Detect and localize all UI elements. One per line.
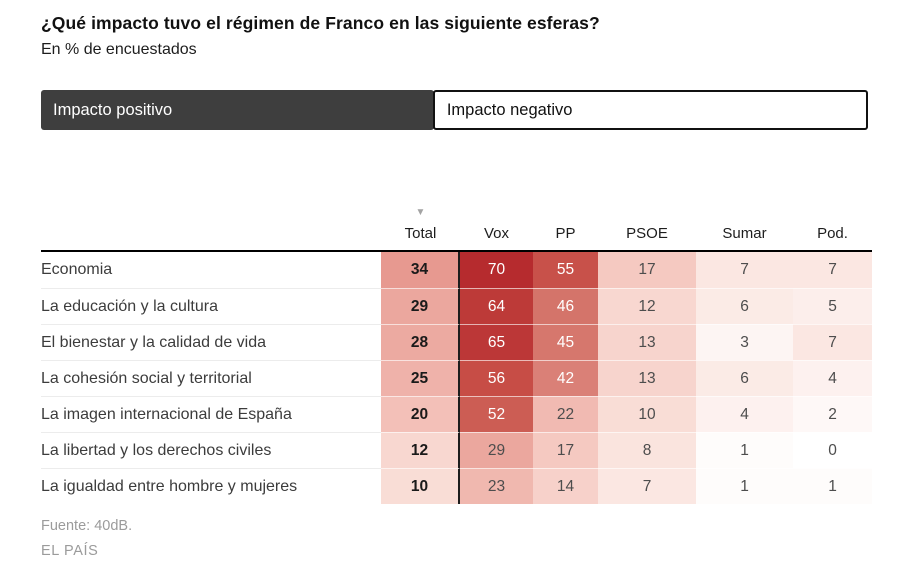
row-label: La imagen internacional de España xyxy=(41,396,381,432)
column-header-empty xyxy=(41,242,381,250)
heatmap-table: ▼Total▼Vox▼PP▼PSOE▼Sumar▼Pod. Economia34… xyxy=(41,200,872,504)
column-header-sumar[interactable]: ▼Sumar xyxy=(696,208,793,250)
value-cell-pp: 45 xyxy=(533,324,598,360)
value-cell-pp: 46 xyxy=(533,288,598,324)
tab-bar: Impacto positivo Impacto negativo xyxy=(41,90,868,130)
table-header-row: ▼ Total ▼Vox▼PP▼PSOE▼Sumar▼Pod. xyxy=(41,200,872,250)
value-cell-sumar: 1 xyxy=(696,468,793,504)
value-cell-sumar: 1 xyxy=(696,432,793,468)
value-cell-vox: 70 xyxy=(460,252,533,288)
value-cell-vox: 65 xyxy=(460,324,533,360)
column-header-label: Pod. xyxy=(817,225,848,242)
value-cell-pp: 17 xyxy=(533,432,598,468)
table-row: La cohesión social y territorial 25 56 42 13… xyxy=(41,360,872,396)
value-cell-vox: 52 xyxy=(460,396,533,432)
value-cell-total: 34 xyxy=(381,252,460,288)
table-row: El bienestar y la calidad de vida 28 65 45 1… xyxy=(41,324,872,360)
value-cell-sumar: 4 xyxy=(696,396,793,432)
row-label: El bienestar y la calidad de vida xyxy=(41,324,381,360)
row-label: La libertad y los derechos civiles xyxy=(41,432,381,468)
row-label: La igualdad entre hombre y mujeres xyxy=(41,468,381,504)
tab-impacto-positivo[interactable]: Impacto positivo xyxy=(41,90,434,130)
column-header-label: Sumar xyxy=(722,225,767,242)
value-cell-pp: 42 xyxy=(533,360,598,396)
column-header-label: Vox xyxy=(483,225,510,242)
chart-footer: Fuente: 40dB. EL PAÍS xyxy=(41,517,914,560)
page-title: ¿Qué impacto tuvo el régimen de Franco e… xyxy=(41,13,600,33)
column-header-vox[interactable]: ▼Vox xyxy=(460,208,533,250)
value-cell-pp: 22 xyxy=(533,396,598,432)
row-label: La educación y la cultura xyxy=(41,288,381,324)
value-cell-psoe: 7 xyxy=(598,468,696,504)
value-cell-pp: 14 xyxy=(533,468,598,504)
publisher-credit: EL PAÍS xyxy=(41,543,99,559)
table-body: Economia 34 70 55 17 7 7 La educación y la cult… xyxy=(41,250,872,504)
row-label: Economia xyxy=(41,252,381,288)
value-cell-psoe: 8 xyxy=(598,432,696,468)
table-row: La libertad y los derechos civiles 12 29 17… xyxy=(41,432,872,468)
table-row: La igualdad entre hombre y mujeres 10 23 14… xyxy=(41,468,872,504)
value-cell-sumar: 7 xyxy=(696,252,793,288)
column-header-pod[interactable]: ▼Pod. xyxy=(793,208,872,250)
column-header-label: PP xyxy=(555,225,576,242)
value-cell-psoe: 17 xyxy=(598,252,696,288)
value-cell-total: 25 xyxy=(381,360,460,396)
page-subtitle: En % de encuestados xyxy=(41,41,197,58)
value-cell-sumar: 3 xyxy=(696,324,793,360)
value-cell-pod: 7 xyxy=(793,324,872,360)
value-cell-vox: 23 xyxy=(460,468,533,504)
column-header-pp[interactable]: ▼PP xyxy=(533,208,598,250)
table-row: La educación y la cultura 29 64 46 12 6 5 xyxy=(41,288,872,324)
value-cell-total: 12 xyxy=(381,432,460,468)
value-cell-total: 29 xyxy=(381,288,460,324)
value-cell-psoe: 13 xyxy=(598,324,696,360)
value-cell-vox: 29 xyxy=(460,432,533,468)
chart-header: ¿Qué impacto tuvo el régimen de Franco e… xyxy=(41,12,914,61)
value-cell-total: 20 xyxy=(381,396,460,432)
table-row: La imagen internacional de España 20 52 22 1… xyxy=(41,396,872,432)
value-cell-pod: 7 xyxy=(793,252,872,288)
value-cell-pod: 0 xyxy=(793,432,872,468)
value-cell-sumar: 6 xyxy=(696,360,793,396)
value-cell-pp: 55 xyxy=(533,252,598,288)
value-cell-sumar: 6 xyxy=(696,288,793,324)
value-cell-pod: 1 xyxy=(793,468,872,504)
source-note: Fuente: 40dB. xyxy=(41,518,133,534)
value-cell-pod: 4 xyxy=(793,360,872,396)
value-cell-total: 10 xyxy=(381,468,460,504)
column-header-label: Total xyxy=(404,225,437,242)
value-cell-pod: 5 xyxy=(793,288,872,324)
column-header-total[interactable]: ▼ Total xyxy=(381,208,460,250)
table-row: Economia 34 70 55 17 7 7 xyxy=(41,252,872,288)
value-cell-psoe: 12 xyxy=(598,288,696,324)
column-header-label: PSOE xyxy=(626,225,668,242)
value-cell-psoe: 10 xyxy=(598,396,696,432)
value-cell-total: 28 xyxy=(381,324,460,360)
sort-indicator-icon: ▼ xyxy=(415,207,426,218)
column-header-psoe[interactable]: ▼PSOE xyxy=(598,208,696,250)
value-cell-vox: 64 xyxy=(460,288,533,324)
value-cell-pod: 2 xyxy=(793,396,872,432)
value-cell-psoe: 13 xyxy=(598,360,696,396)
row-label: La cohesión social y territorial xyxy=(41,360,381,396)
value-cell-vox: 56 xyxy=(460,360,533,396)
tab-impacto-negativo[interactable]: Impacto negativo xyxy=(432,90,868,130)
